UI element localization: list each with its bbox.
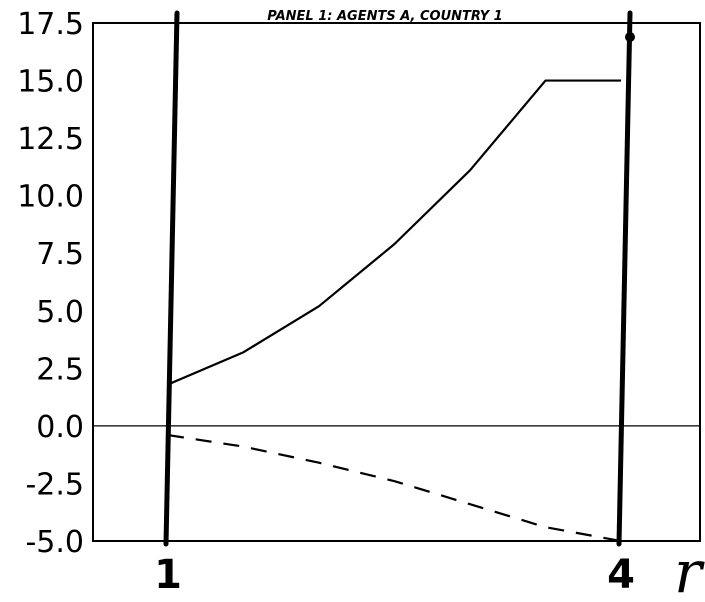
x-tick-label: 4: [607, 552, 635, 598]
y-tick-label: 10.0: [17, 180, 84, 215]
y-tick-label: -5.0: [25, 525, 84, 560]
y-tick-label: 7.5: [36, 237, 84, 272]
series-group: [167, 79, 622, 543]
line-end-dot: [625, 32, 635, 42]
y-tick-label: 0.0: [36, 410, 84, 445]
vertical-marker-line: [616, 10, 633, 547]
y-axis-ticks: -5.0 -2.5 0.0 2.5 5.0 7.5 10.0 12.5 15.0 17.5: [17, 7, 84, 560]
x-tick-label: 1: [154, 552, 182, 598]
y-tick-label: 17.5: [17, 7, 84, 42]
y-tick-label: 2.5: [36, 352, 84, 387]
chart-title: PANEL 1: AGENTS A, COUNTRY 1: [267, 9, 502, 24]
y-tick-label: -2.5: [25, 467, 84, 502]
series-line-solid: [167, 79, 621, 386]
y-tick-label: 12.5: [17, 122, 84, 157]
series-line-dashed: [167, 434, 622, 543]
y-tick-label: 15.0: [17, 65, 84, 100]
x-axis-label: r: [674, 538, 705, 602]
plot-frame: [92, 22, 701, 542]
vertical-marker-line: [163, 10, 180, 547]
vertical-lines: [163, 10, 635, 547]
y-tick-label: 5.0: [36, 295, 84, 330]
